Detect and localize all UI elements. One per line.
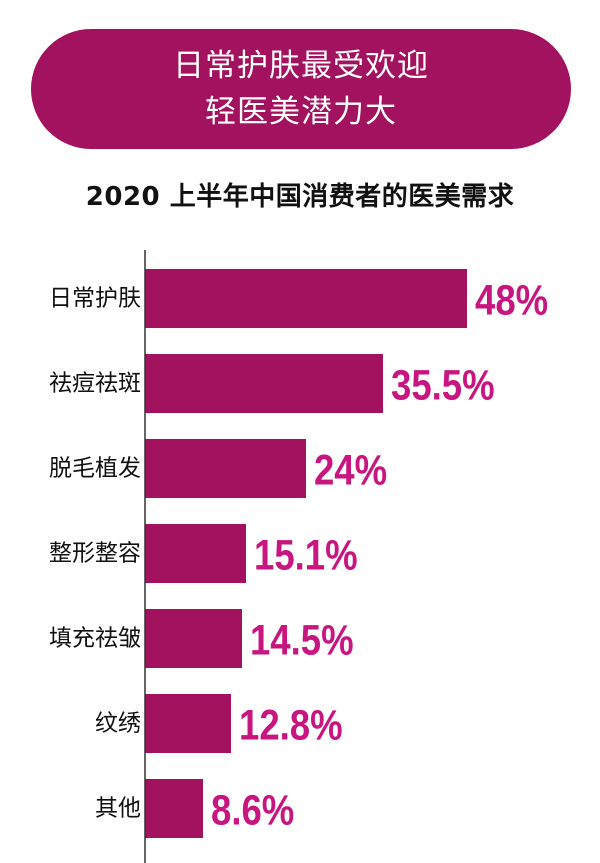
bar-0 bbox=[145, 269, 467, 328]
category-label-2: 脱毛植发 bbox=[49, 456, 141, 482]
category-label-4: 填充祛皱 bbox=[49, 626, 141, 652]
category-label-3: 整形整容 bbox=[49, 541, 141, 567]
value-label-1: 35.5% bbox=[391, 362, 495, 409]
category-label-1: 祛痘祛斑 bbox=[49, 371, 141, 397]
bar-1 bbox=[145, 354, 383, 413]
bar-4 bbox=[145, 609, 242, 668]
value-label-5: 12.8% bbox=[239, 702, 343, 749]
value-label-0: 48% bbox=[475, 277, 548, 324]
bar-6 bbox=[145, 779, 203, 838]
bar-chart: 日常护肤 48% 祛痘祛斑 35.5% 脱毛植发 24% 整形整容 15.1% 填充祛皱 14.5… bbox=[49, 250, 548, 863]
bar-5 bbox=[145, 694, 231, 753]
value-label-6: 8.6% bbox=[211, 787, 294, 834]
value-label-2: 24% bbox=[314, 447, 387, 494]
chart-title: 2020 上半年中国消费者的医美需求 bbox=[85, 182, 515, 212]
value-label-3: 15.1% bbox=[254, 532, 358, 579]
value-label-4: 14.5% bbox=[250, 617, 354, 664]
bar-2 bbox=[145, 439, 306, 498]
category-label-5: 纹绣 bbox=[95, 711, 141, 737]
header-banner: 日常护肤最受欢迎 轻医美潜力大 bbox=[31, 29, 571, 149]
banner-line-2: 轻医美潜力大 bbox=[205, 94, 397, 130]
category-label-0: 日常护肤 bbox=[49, 286, 141, 312]
category-label-6: 其他 bbox=[95, 796, 141, 822]
banner-line-1: 日常护肤最受欢迎 bbox=[173, 48, 429, 84]
bar-3 bbox=[145, 524, 246, 583]
